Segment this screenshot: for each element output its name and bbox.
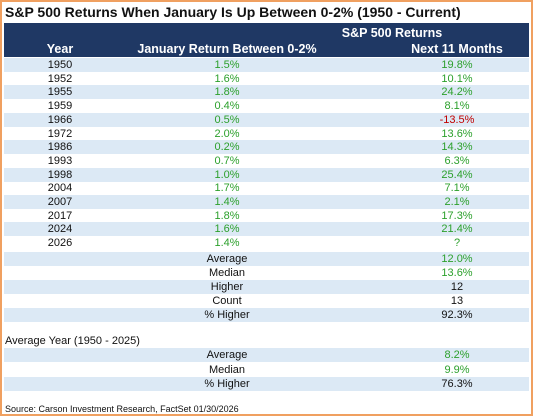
cell: 12: [450, 281, 464, 293]
table-row: 2024 1.6% 21.4%: [4, 222, 529, 237]
cell: 6.3%: [444, 154, 470, 167]
table-row: 2017 1.8% 17.3%: [4, 209, 529, 223]
cell: 7.1%: [444, 182, 470, 195]
table-row: Count 13: [4, 294, 529, 308]
table-row: 2004 1.7% 7.1%: [4, 181, 529, 195]
cell: 1966: [47, 113, 73, 126]
cell: 1.7%: [214, 182, 240, 195]
table-row: % Higher 92.3%: [4, 308, 529, 322]
cell: % Higher: [204, 378, 250, 390]
table-row: 1959 0.4% 8.1%: [4, 99, 529, 113]
cell: 12.0%: [441, 253, 473, 265]
cell: 8.1%: [444, 100, 470, 113]
cell: 2.0%: [214, 127, 240, 140]
col-header: January Return Between 0-2%: [137, 42, 317, 56]
cell: 1.6%: [214, 223, 240, 236]
cell: 1986: [47, 141, 73, 154]
cell: 1993: [47, 154, 73, 167]
table-row: 1993 0.7% 6.3%: [4, 154, 529, 168]
cell: % Higher: [204, 309, 250, 321]
cell: 1950: [47, 59, 73, 71]
cell: 8.2%: [444, 349, 470, 361]
table-row: Average 12.0%: [4, 252, 529, 266]
cell: 2.1%: [444, 196, 470, 208]
table-row: 1955 1.8% 24.2%: [4, 85, 529, 100]
cell: 1.8%: [214, 209, 240, 222]
cell: 92.3%: [441, 309, 473, 321]
cell: 1.5%: [214, 59, 240, 71]
header-band: [4, 23, 529, 57]
cell: -13.5%: [439, 113, 475, 126]
cell: 1.6%: [214, 72, 240, 85]
cell: 13: [450, 295, 464, 307]
table-row: Median 9.9%: [4, 363, 529, 377]
cell: 2026: [47, 237, 73, 250]
table-row: 2026 1.4%?: [4, 236, 529, 250]
cell: 2007: [47, 196, 73, 208]
cell: 1.0%: [214, 168, 240, 181]
table-row: 1952 1.6% 10.1%: [4, 72, 529, 86]
table-row: Median 13.6%: [4, 266, 529, 280]
cell: 0.2%: [214, 141, 240, 154]
cell: 2017: [47, 209, 73, 222]
cell: 21.4%: [441, 223, 473, 236]
cell: Median: [208, 363, 246, 376]
cell: 19.8%: [441, 59, 473, 71]
cell: 13.6%: [441, 127, 473, 140]
table-row: 1950 1.5% 19.8%: [4, 58, 529, 72]
cell: Count: [212, 295, 242, 307]
cell: 0.5%: [214, 113, 240, 126]
table-row: Average 8.2%: [4, 348, 529, 362]
col-header: Year: [46, 42, 74, 56]
cell: 1.4%: [214, 196, 240, 208]
cell: 1955: [47, 86, 73, 99]
cell: 10.1%: [441, 72, 473, 85]
table-row: 2007 1.4% 2.1%: [4, 195, 529, 209]
cell: Median: [208, 267, 246, 279]
cell: 0.7%: [214, 154, 240, 167]
table-row: Higher 12: [4, 280, 529, 294]
cell: 76.3%: [441, 378, 473, 390]
title: S&P 500 Returns When January Is Up Betwe…: [5, 4, 461, 20]
cell: 1959: [47, 100, 73, 113]
section-title: Average Year (1950 - 2025): [5, 335, 140, 347]
table-row: % Higher 76.3%: [4, 377, 529, 391]
table-row: 1972 2.0% 13.6%: [4, 127, 529, 141]
cell: ?: [453, 237, 461, 250]
table-row: 1998 1.0% 25.4%: [4, 167, 529, 182]
source: Source: Carson Investment Research, Fact…: [5, 404, 239, 414]
cell: 0.4%: [214, 100, 240, 113]
cell: Average: [206, 349, 248, 361]
cell: 2024: [47, 223, 73, 236]
cell: 1.8%: [214, 86, 240, 99]
cell: 1972: [47, 127, 73, 140]
cell: 25.4%: [441, 168, 473, 181]
cell: 13.6%: [441, 267, 473, 279]
cell: Average: [206, 253, 248, 265]
cell: 24.2%: [441, 86, 473, 99]
cell: 14.3%: [441, 141, 473, 154]
cell: 17.3%: [441, 209, 473, 222]
cell: 1952: [47, 72, 73, 85]
cell: 1.4%: [214, 237, 240, 250]
group-header: S&P 500 Returns: [341, 26, 443, 40]
cell: Higher: [210, 281, 244, 293]
col-header: Next 11 Months: [411, 42, 503, 56]
table-row: 1966 0.5% -13.5%: [4, 112, 529, 127]
cell: 2004: [47, 182, 73, 195]
table-row: 1986 0.2% 14.3%: [4, 140, 529, 155]
cell: 1998: [47, 168, 73, 181]
cell: 9.9%: [444, 363, 470, 376]
